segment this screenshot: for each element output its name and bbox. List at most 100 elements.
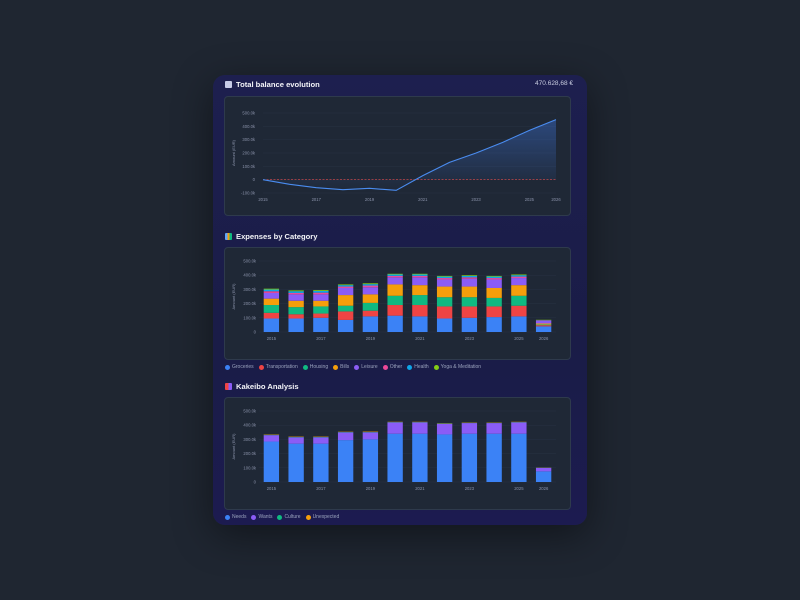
legend-swatch [251, 514, 257, 520]
y-tick-label: 0 [254, 330, 257, 335]
legend-swatch [302, 364, 308, 370]
bar-segment-groceries [387, 315, 403, 332]
bar-segment-transportation [288, 314, 304, 319]
bar-segment-wants [461, 423, 478, 434]
bar-segment-bills [486, 287, 502, 298]
bar-segment-leisure [288, 294, 304, 301]
x-tick-label: 2021 [418, 197, 428, 202]
bar-segment-groceries [412, 316, 428, 332]
x-tick-label: 2015 [267, 486, 277, 491]
balance-chart: 500.0k400.0k300.0k200.0k100.0k0-100.0k20… [231, 111, 561, 203]
bar-segment-housing [387, 295, 403, 306]
pie-chart-icon [225, 383, 232, 390]
x-tick-label: 2019 [366, 486, 376, 491]
bar-segment-other [387, 275, 403, 278]
bar-segment-bills [511, 285, 527, 296]
bar-segment-leisure [387, 277, 403, 285]
y-tick-label: 400.0k [242, 124, 255, 129]
kakeibo-legend: Needs Wants Culture Unexpected [225, 514, 339, 520]
bar-segment-wants [511, 422, 527, 434]
legend-item: Yoga & Meditation [433, 364, 482, 370]
bar-chart-icon [225, 233, 232, 240]
bar-segment-needs [387, 433, 403, 482]
bar-segment-transportation [313, 313, 329, 318]
balance-section-title: Total balance evolution [225, 80, 320, 89]
legend-swatch [407, 364, 413, 370]
bar-segment-groceries [511, 316, 527, 332]
bar-segment-yoga-meditation [263, 288, 280, 290]
bar-segment-groceries [486, 317, 502, 332]
y-axis-label: Amount (EUR) [231, 139, 236, 166]
x-tick-label: 2023 [471, 197, 481, 202]
legend-label: Health [414, 364, 429, 370]
balance-area [263, 119, 556, 191]
y-tick-label: 100.0k [243, 315, 256, 320]
bar-segment-needs [313, 443, 329, 482]
bar-segment-bills [387, 284, 403, 296]
bar-segment-wants [263, 435, 280, 442]
bar-segment-yoga-meditation [436, 275, 453, 277]
y-tick-label: 400.0k [243, 423, 256, 428]
bar-segment-housing [362, 302, 379, 311]
bar-segment-groceries [337, 319, 354, 332]
legend-swatch [225, 514, 230, 520]
bar-segment-groceries [263, 318, 280, 332]
bar-segment-transportation [412, 305, 428, 317]
bar-segment-bills [288, 300, 304, 308]
legend-label: Other [389, 364, 403, 370]
x-tick-label: 2025 [525, 197, 535, 202]
dashboard-panel: Total balance evolution 470.628,68 € 500… [213, 75, 587, 525]
bar-segment-health [436, 276, 453, 279]
y-tick-label: 0 [253, 177, 256, 182]
bar-segment-bills [362, 294, 379, 303]
bar-segment-transportation [511, 305, 527, 317]
legend-item: Needs [225, 514, 246, 520]
bar-segment-leisure [412, 277, 428, 286]
category-section-title: Expenses by Category [225, 232, 317, 241]
bar-segment-needs [535, 471, 552, 482]
bar-segment-yoga-meditation [337, 284, 354, 286]
bar-segment-leisure [337, 287, 354, 296]
bar-segment-yoga-meditation [362, 283, 379, 285]
y-tick-label: 100.0k [242, 164, 255, 169]
bar-segment-wants [412, 422, 428, 434]
bar-segment-needs [436, 434, 453, 482]
bar-segment-transportation [337, 311, 354, 320]
bar-segment-yoga-meditation [486, 275, 502, 277]
x-tick-label: 2023 [465, 336, 475, 341]
y-tick-label: 500.0k [243, 409, 256, 414]
bar-segment-housing [486, 297, 502, 307]
legend-label: Housing [309, 364, 329, 370]
bar-segment-health [486, 276, 502, 279]
x-tick-label: 2017 [316, 486, 326, 491]
kakeibo-section-title: Kakeibo Analysis [225, 382, 299, 391]
bar-segment-groceries [362, 316, 379, 332]
bar-segment-housing [263, 305, 280, 313]
bar-segment-housing [412, 295, 428, 306]
legend-label: Yoga & Meditation [440, 364, 482, 370]
bar-segment-health [412, 274, 428, 276]
bar-segment-wants [387, 422, 403, 434]
y-tick-label: 500.0k [243, 259, 256, 264]
bar-segment-yoga-meditation [288, 290, 304, 292]
legend-item: Groceries [225, 364, 254, 370]
bar-segment-health [461, 275, 478, 278]
bar-segment-bills [313, 300, 329, 307]
x-tick-label: 2017 [316, 336, 326, 341]
bar-segment-other [263, 291, 280, 293]
x-tick-label: 2021 [415, 486, 425, 491]
bar-segment-yoga-meditation [511, 274, 527, 276]
bar-segment-transportation [387, 305, 403, 316]
x-tick-label: 2017 [312, 197, 322, 202]
legend-item: Other [382, 364, 403, 370]
bar-segment-other [412, 275, 428, 278]
legend-item: Bills [333, 364, 349, 370]
bar-segment-leisure [362, 287, 379, 295]
category-chart: 500.0k 400.0k 300.0k 200.0k 100.0k 0 Amount (E… [231, 259, 556, 341]
legend-item: Transportation [258, 364, 298, 370]
bar-segment-other [288, 292, 304, 295]
x-tick-label: 2019 [365, 197, 375, 202]
bar-segment-wants [313, 437, 329, 444]
bar-segment-yoga-meditation [313, 290, 329, 291]
bar-segment-leisure [313, 294, 329, 301]
